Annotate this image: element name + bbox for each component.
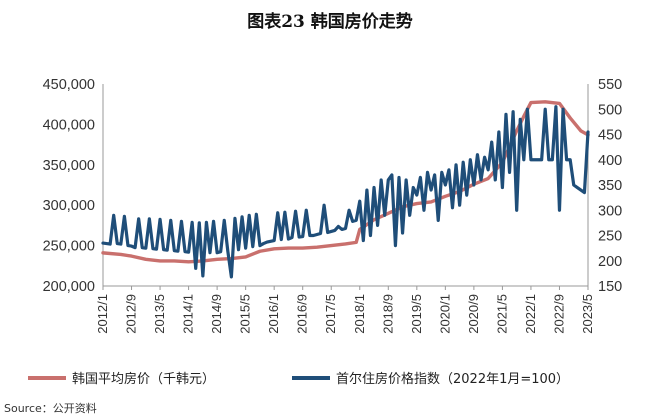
x-tick-label: 2022/9 <box>551 294 566 334</box>
x-tick-label: 2017/5 <box>323 294 338 334</box>
source-note: Source：公开资料 <box>4 401 97 415</box>
x-tick-label: 2022/1 <box>523 294 538 334</box>
x-tick-label: 2012/1 <box>95 294 110 334</box>
right-tick-label: 150 <box>598 279 622 295</box>
left-tick-label: 400,000 <box>43 117 95 133</box>
x-tick-label: 2019/5 <box>409 294 424 334</box>
x-tick-label: 2014/1 <box>181 294 196 334</box>
x-tick-label: 2015/5 <box>238 294 253 334</box>
left-tick-label: 300,000 <box>43 198 95 214</box>
right-tick-label: 400 <box>598 153 622 169</box>
left-tick-label: 200,000 <box>43 279 95 295</box>
right-tick-label: 250 <box>598 229 622 245</box>
right-tick-label: 450 <box>598 128 622 144</box>
x-tick-label: 2016/9 <box>295 294 310 334</box>
right-tick-label: 500 <box>598 102 622 118</box>
left-tick-label: 350,000 <box>43 158 95 174</box>
x-tick-label: 2018/1 <box>352 294 367 334</box>
legend-label: 韩国平均房价（千韩元） <box>72 371 215 387</box>
right-tick-label: 200 <box>598 254 622 270</box>
right-tick-label: 350 <box>598 178 622 194</box>
chart-title: 图表23 韩国房价走势 <box>247 11 413 32</box>
right-tick-label: 300 <box>598 203 622 219</box>
x-tick-label: 2013/5 <box>152 294 167 334</box>
series-line-avg-price <box>101 100 590 264</box>
legend-label: 首尔住房价格指数（2022年1月=100） <box>336 371 569 387</box>
x-tick-label: 2016/1 <box>266 294 281 334</box>
x-tick-label: 2012/9 <box>124 294 139 334</box>
x-tick-label: 2021/5 <box>494 294 509 334</box>
left-tick-label: 250,000 <box>43 239 95 255</box>
x-tick-label: 2023/5 <box>580 294 595 334</box>
x-tick-label: 2018/9 <box>380 294 395 334</box>
right-tick-label: 550 <box>598 77 622 93</box>
left-tick-label: 450,000 <box>43 77 95 93</box>
plot-area: 200,000 250,000 300,000 350,000 400,000 450,0… <box>28 77 622 387</box>
series-line-seoul-index <box>101 105 590 279</box>
x-tick-label: 2014/9 <box>209 294 224 334</box>
x-tick-label: 2020/9 <box>466 294 481 334</box>
x-tick-label: 2020/1 <box>437 294 452 334</box>
